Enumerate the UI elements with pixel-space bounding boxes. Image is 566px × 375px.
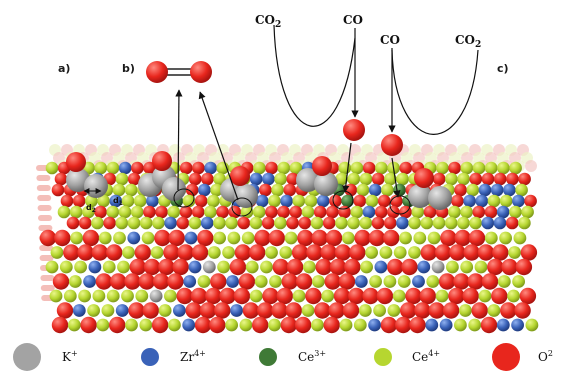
legend-label: Ce3+ (298, 349, 326, 364)
legend-label: Zr4+ (180, 349, 206, 364)
panel-label-b: b) (122, 62, 135, 75)
legend-label: K+ (62, 349, 78, 364)
reaction-arrows (175, 24, 479, 201)
legend-swatch (492, 343, 520, 371)
oxide-slab (36, 144, 539, 334)
adsorbed-molecules (66, 151, 452, 210)
legend-swatch (13, 343, 41, 371)
co-label-right: CO (380, 33, 400, 47)
co2-label-right: CO2 (455, 33, 481, 50)
d1-label: d1 (113, 196, 123, 207)
legend-swatch (141, 348, 159, 366)
co-oxygen-atom-right (381, 134, 403, 156)
o2-molecule (146, 61, 212, 83)
legend-label: Ce4+ (412, 349, 440, 364)
legend: K+ Zr4+ Ce3+ Ce4+ O2 (13, 343, 553, 371)
distance-annotation: d2 d1 (83, 188, 123, 214)
legend-swatch (259, 348, 277, 366)
legend-label: O2 (538, 349, 553, 364)
co-label-left: CO (343, 13, 363, 27)
d2-label: d2 (86, 203, 96, 214)
panel-label-c: c) (497, 62, 509, 75)
co2-label-left: CO2 (255, 13, 281, 30)
panel-label-a: a) (58, 62, 70, 75)
legend-swatch (374, 348, 392, 366)
co-oxygen-atom-left (343, 119, 365, 141)
